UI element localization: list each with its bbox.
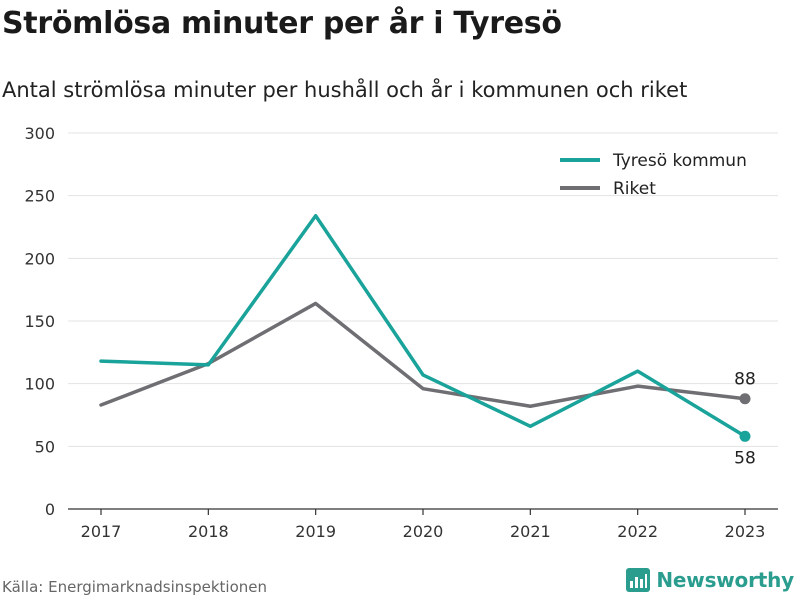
legend-label-tyreso-kommun: Tyresö kommun (612, 151, 747, 171)
y-tick-label: 150 (24, 312, 55, 331)
data-label-tyreso-kommun: 58 (734, 448, 756, 468)
source-note: Källa: Energimarknadsinspektionen (2, 578, 268, 596)
x-tick-label: 2022 (617, 522, 658, 541)
series-line-tyreso-kommun (99, 213, 747, 439)
y-tick-label: 100 (24, 375, 55, 394)
end-point-riket (739, 393, 751, 405)
series-line-riket (99, 301, 747, 408)
brand-name: Newsworthy (656, 568, 794, 592)
data-label-riket: 88 (734, 370, 756, 390)
y-tick-label: 300 (24, 124, 55, 143)
legend-label-riket: Riket (613, 179, 656, 199)
x-tick-label: 2018 (188, 522, 229, 541)
x-tick-label: 2020 (403, 522, 444, 541)
end-point-tyreso-kommun (739, 430, 751, 442)
x-tick-label: 2019 (295, 522, 336, 541)
y-tick-label: 200 (24, 249, 55, 268)
bar-chart-icon (626, 568, 651, 592)
x-tick-label: 2021 (510, 522, 551, 541)
chart-title: Strömlösa minuter per år i Tyresö (2, 6, 562, 41)
y-tick-label: 0 (45, 500, 55, 519)
y-tick-label: 250 (24, 187, 55, 206)
x-tick-label: 2023 (725, 522, 766, 541)
brand-logo: Newsworthy (626, 568, 794, 592)
x-tick-label: 2017 (81, 522, 122, 541)
y-tick-label: 50 (35, 437, 55, 456)
chart-subtitle: Antal strömlösa minuter per hushåll och … (2, 78, 688, 102)
